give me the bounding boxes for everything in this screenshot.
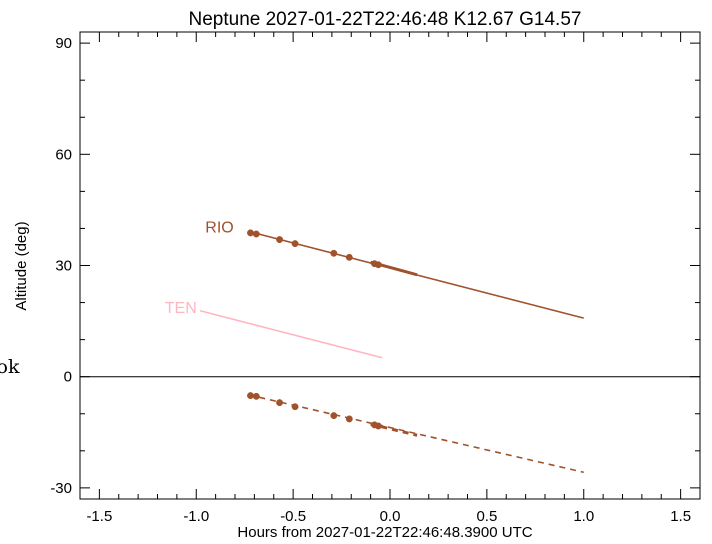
y-tick-label: 30	[55, 258, 72, 275]
data-point	[276, 236, 284, 244]
x-axis-label: Hours from 2027-01-22T22:46:48.3900 UTC	[237, 524, 532, 541]
x-tick-label: -0.5	[280, 508, 306, 525]
data-point	[374, 422, 382, 430]
plot-area: -1.5 -1.0 -0.5 0.0 0.5 1.0 1.5 -30 0 30 60 90 RIO TEN	[50, 31, 701, 525]
series-line-rio-dashed	[248, 394, 584, 474]
x-tick-label: 0.0	[380, 508, 401, 525]
observation-segment	[370, 422, 418, 437]
side-text-fragment: ok	[0, 356, 20, 378]
x-tick-label: -1.0	[183, 508, 209, 525]
series-line-ten	[199, 309, 383, 359]
data-point	[345, 253, 353, 261]
x-tick-label: 1.5	[670, 508, 691, 525]
plot-frame	[79, 31, 701, 500]
data-point	[252, 230, 260, 238]
data-point	[291, 403, 299, 411]
data-point	[276, 399, 284, 407]
data-point	[252, 392, 260, 400]
data-point	[330, 412, 338, 420]
data-point	[345, 415, 353, 423]
y-tick-label: 60	[55, 146, 72, 163]
data-point	[291, 240, 299, 248]
series-label-rio: RIO	[205, 219, 233, 236]
x-tick-label: 0.5	[476, 508, 497, 525]
series-label-ten: TEN	[165, 300, 197, 317]
x-tick-label: -1.5	[86, 508, 112, 525]
data-point	[247, 392, 254, 400]
x-tick-label: 1.0	[573, 508, 594, 525]
y-axis-label: Altitude (deg)	[13, 221, 30, 310]
data-point	[330, 249, 338, 257]
data-point	[247, 229, 254, 237]
y-tick-label: -30	[50, 480, 72, 497]
y-tick-label: 0	[64, 369, 72, 386]
chart-title: Neptune 2027-01-22T22:46:48 K12.67 G14.5…	[189, 9, 582, 30]
data-point	[374, 261, 382, 269]
y-tick-label: 90	[55, 35, 72, 52]
